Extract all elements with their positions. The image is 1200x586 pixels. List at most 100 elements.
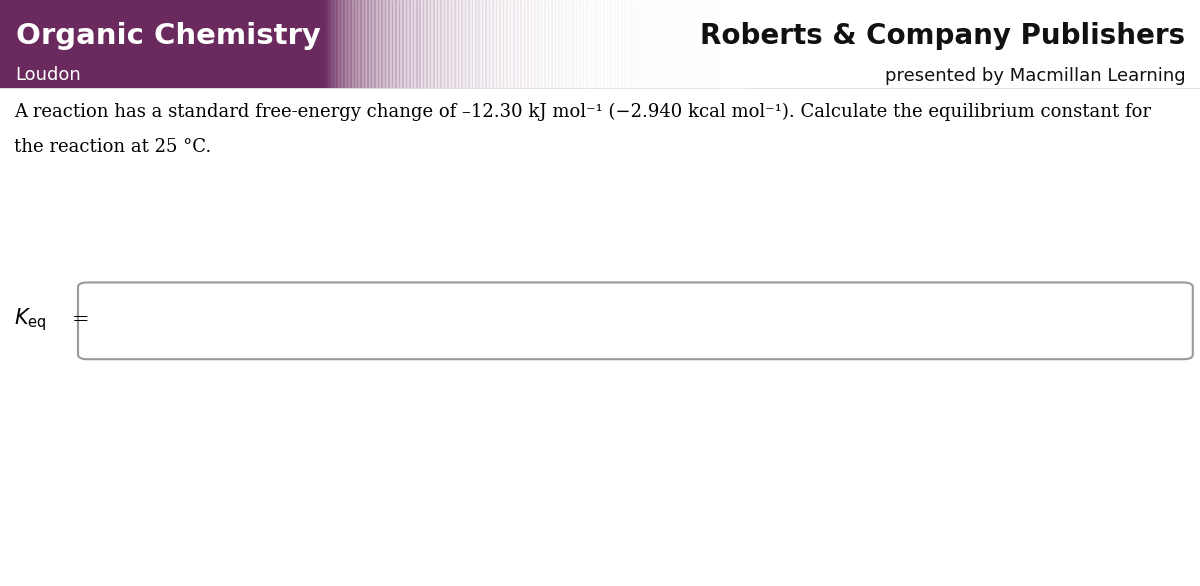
Bar: [552, 0, 554, 87]
Bar: [538, 0, 540, 87]
Bar: [550, 0, 553, 87]
Bar: [602, 0, 605, 87]
Bar: [700, 0, 702, 87]
Bar: [697, 0, 701, 87]
Bar: [541, 0, 545, 87]
Bar: [354, 0, 356, 87]
Bar: [518, 0, 521, 87]
Bar: [587, 0, 589, 87]
Bar: [506, 0, 509, 87]
Bar: [421, 0, 424, 87]
Bar: [708, 0, 710, 87]
Bar: [335, 0, 338, 87]
Text: =: =: [72, 310, 90, 329]
Bar: [330, 0, 332, 87]
Bar: [678, 0, 680, 87]
Bar: [461, 0, 463, 87]
Bar: [548, 0, 551, 87]
Bar: [743, 0, 745, 87]
Bar: [383, 0, 385, 87]
Bar: [616, 0, 619, 87]
Bar: [635, 0, 637, 87]
Bar: [367, 0, 370, 87]
Bar: [656, 0, 660, 87]
Bar: [545, 0, 547, 87]
Bar: [498, 0, 500, 87]
Bar: [604, 0, 606, 87]
Bar: [386, 0, 389, 87]
Bar: [420, 0, 422, 87]
Bar: [337, 0, 340, 87]
Bar: [540, 0, 542, 87]
Bar: [325, 0, 328, 87]
Bar: [630, 0, 632, 87]
Bar: [629, 0, 631, 87]
Bar: [403, 0, 406, 87]
Bar: [371, 0, 373, 87]
Bar: [688, 0, 690, 87]
Bar: [503, 0, 505, 87]
Bar: [349, 0, 352, 87]
Bar: [401, 0, 404, 87]
Bar: [527, 0, 529, 87]
Bar: [0, 0, 1200, 87]
Bar: [634, 0, 636, 87]
Bar: [680, 0, 683, 87]
Bar: [692, 0, 695, 87]
Bar: [425, 0, 427, 87]
Bar: [366, 0, 368, 87]
Bar: [679, 0, 682, 87]
Bar: [462, 0, 464, 87]
Bar: [730, 0, 732, 87]
Bar: [586, 0, 588, 87]
Bar: [737, 0, 739, 87]
Bar: [438, 0, 440, 87]
Bar: [716, 0, 719, 87]
Bar: [670, 0, 672, 87]
Bar: [582, 0, 586, 87]
Bar: [473, 0, 475, 87]
Bar: [673, 0, 677, 87]
Bar: [352, 0, 355, 87]
Bar: [508, 0, 511, 87]
Bar: [695, 0, 697, 87]
Bar: [720, 0, 1200, 87]
Text: Organic Chemistry: Organic Chemistry: [16, 22, 320, 50]
Bar: [515, 0, 517, 87]
Bar: [472, 0, 474, 87]
Bar: [479, 0, 481, 87]
Bar: [426, 0, 430, 87]
Bar: [628, 0, 630, 87]
Bar: [516, 0, 520, 87]
Bar: [612, 0, 614, 87]
Bar: [408, 0, 410, 87]
Bar: [686, 0, 689, 87]
Bar: [478, 0, 480, 87]
Bar: [365, 0, 367, 87]
Bar: [655, 0, 658, 87]
Bar: [731, 0, 734, 87]
Bar: [623, 0, 625, 87]
Bar: [594, 0, 596, 87]
Bar: [334, 0, 336, 87]
Bar: [722, 0, 726, 87]
Bar: [637, 0, 640, 87]
Bar: [580, 0, 582, 87]
Bar: [636, 0, 638, 87]
Bar: [524, 0, 528, 87]
Bar: [481, 0, 484, 87]
Bar: [396, 0, 398, 87]
Bar: [388, 0, 390, 87]
Bar: [379, 0, 382, 87]
Bar: [340, 0, 342, 87]
Bar: [406, 0, 408, 87]
Bar: [620, 0, 623, 87]
Bar: [535, 0, 538, 87]
Text: A reaction has a standard free-energy change of –12.30 kJ mol⁻¹ (−2.940 kcal mol: A reaction has a standard free-energy ch…: [14, 103, 1152, 121]
Bar: [482, 0, 485, 87]
Bar: [560, 0, 563, 87]
Bar: [614, 0, 617, 87]
Bar: [416, 0, 419, 87]
Bar: [571, 0, 574, 87]
Bar: [720, 0, 722, 87]
